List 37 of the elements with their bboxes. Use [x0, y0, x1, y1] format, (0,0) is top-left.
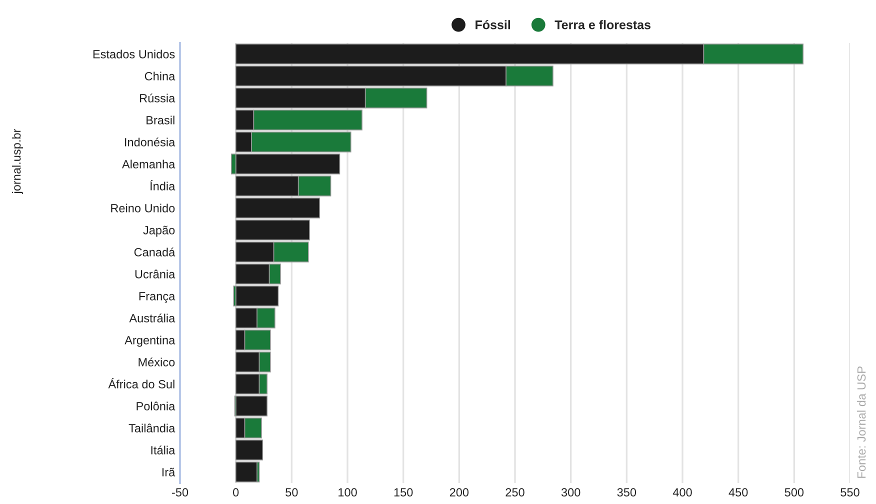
x-tick-label: 150 — [394, 488, 413, 497]
x-tick-label: 200 — [450, 488, 469, 497]
x-tick-label: 0 — [233, 488, 239, 497]
y-tick-label: França — [139, 292, 176, 303]
x-tick-label: 350 — [617, 488, 636, 497]
y-tick-label: Indonésia — [125, 138, 176, 146]
y-tick-label: Tailândia — [128, 424, 176, 432]
x-tick-label: 500 — [784, 488, 804, 497]
y-tick-label: África do Sul — [108, 378, 174, 388]
y-tick-label: Rússia — [140, 94, 176, 102]
x-tick-label: 450 — [728, 488, 748, 497]
legend-label: Fóssil — [476, 20, 510, 30]
y-tick-label: Alemanha — [122, 160, 176, 168]
x-tick-label: 50 — [286, 488, 298, 497]
x-tick-label: 400 — [672, 488, 692, 497]
x-tick-label: 250 — [506, 488, 524, 497]
y-tick-label: Irã — [162, 468, 176, 476]
legend-label: Terra e florestas — [554, 20, 650, 30]
source-note: Fonte: Jornal da USP — [856, 366, 866, 478]
y-tick-label: Reino Unido — [111, 204, 175, 212]
text: jornal.usp.br — [12, 128, 24, 194]
x-tick-label: -50 — [172, 488, 188, 497]
y-tick-label: Brasil — [146, 116, 174, 124]
x-tick-label: 100 — [338, 488, 357, 497]
y-tick-label: Estados Unidos — [93, 50, 175, 58]
x-tick-label: 300 — [561, 488, 580, 497]
y-tick-label: Índia — [150, 180, 176, 190]
x-tick-label: 550 — [840, 488, 860, 497]
y-tick-label: Austrália — [129, 314, 176, 322]
y-tick-label: Japão — [143, 226, 175, 237]
y-tick-label: China — [144, 72, 176, 80]
y-tick-label: Argentina — [124, 336, 176, 347]
y-tick-label: Canadá — [134, 248, 176, 256]
y-tick-label: Itália — [151, 446, 176, 454]
y-tick-label: Ucrânia — [135, 270, 176, 278]
y-tick-label: Polônia — [136, 402, 176, 410]
y-tick-label: México — [138, 358, 175, 366]
